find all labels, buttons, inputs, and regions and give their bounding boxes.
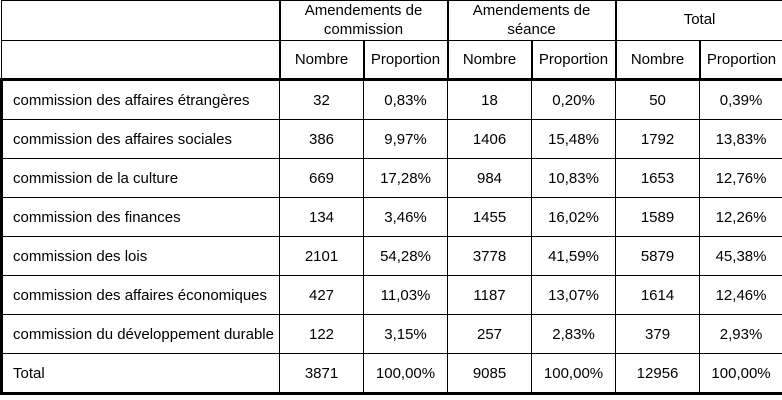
total-cell-value: 9085 xyxy=(447,353,533,395)
table-row: commission des lois 2101 54,28% 3778 41,… xyxy=(0,236,782,276)
cell-value: 13,83% xyxy=(699,119,782,159)
table-row: commission des affaires économiques 427 … xyxy=(0,275,782,315)
total-row: Total 3871 100,00% 9085 100,00% 12956 10… xyxy=(0,353,782,395)
cell-value: 2,83% xyxy=(531,314,617,354)
cell-value: 1792 xyxy=(615,119,701,159)
cell-value: 2,93% xyxy=(699,314,782,354)
cell-value: 1653 xyxy=(615,158,701,198)
subheader-proportion-total: Proportion xyxy=(698,40,782,81)
cell-value: 9,97% xyxy=(362,119,449,159)
table-row: commission des finances 134 3,46% 1455 1… xyxy=(0,197,782,237)
column-group-commission: Amendements de commission xyxy=(278,0,449,41)
cell-value: 15,48% xyxy=(531,119,617,159)
row-label: commission des affaires étrangères xyxy=(0,79,280,120)
cell-value: 11,03% xyxy=(362,275,449,315)
table-row: commission de la culture 669 17,28% 984 … xyxy=(0,158,782,198)
cell-value: 134 xyxy=(279,197,364,237)
cell-value: 1614 xyxy=(615,275,701,315)
total-cell-value: 12956 xyxy=(615,353,701,395)
total-cell-value: 3871 xyxy=(279,353,364,395)
column-group-total: Total xyxy=(614,0,782,41)
cell-value: 16,02% xyxy=(531,197,617,237)
subheader-proportion-commission: Proportion xyxy=(362,40,449,81)
cell-value: 13,07% xyxy=(531,275,617,315)
cell-value: 12,76% xyxy=(699,158,782,198)
cell-value: 984 xyxy=(447,158,533,198)
cell-value: 32 xyxy=(279,79,364,120)
cell-value: 41,59% xyxy=(531,236,617,276)
cell-value: 0,83% xyxy=(362,79,449,120)
cell-value: 3,15% xyxy=(362,314,449,354)
cell-value: 2101 xyxy=(279,236,364,276)
header-sub-row: Nombre Proportion Nombre Proportion Nomb… xyxy=(1,40,782,81)
subheader-nombre-total: Nombre xyxy=(614,40,701,81)
cell-value: 3778 xyxy=(447,236,533,276)
cell-value: 0,20% xyxy=(531,79,617,120)
total-cell-value: 100,00% xyxy=(362,353,449,395)
row-label: commission des affaires économiques xyxy=(0,275,280,315)
total-cell-value: 100,00% xyxy=(531,353,617,395)
total-row-label: Total xyxy=(0,353,280,395)
cell-value: 1455 xyxy=(447,197,533,237)
column-group-seance: Amendements de séance xyxy=(446,0,617,41)
cell-value: 45,38% xyxy=(699,236,782,276)
cell-value: 669 xyxy=(279,158,364,198)
table-row: commission du développement durable 122 … xyxy=(0,314,782,354)
cell-value: 0,39% xyxy=(699,79,782,120)
row-label: commission des affaires sociales xyxy=(0,119,280,159)
corner-cell xyxy=(1,40,280,81)
cell-value: 12,46% xyxy=(699,275,782,315)
table-row: commission des affaires étrangères 32 0,… xyxy=(0,79,782,120)
cell-value: 5879 xyxy=(615,236,701,276)
subheader-proportion-seance: Proportion xyxy=(530,40,617,81)
row-label: commission des lois xyxy=(0,236,280,276)
cell-value: 1187 xyxy=(447,275,533,315)
header-group-row: Amendements de commission Amendements de… xyxy=(1,0,782,41)
cell-value: 18 xyxy=(447,79,533,120)
cell-value: 379 xyxy=(615,314,701,354)
corner-cell xyxy=(1,0,280,41)
cell-value: 10,83% xyxy=(531,158,617,198)
cell-value: 50 xyxy=(615,79,701,120)
cell-value: 386 xyxy=(279,119,364,159)
cell-value: 257 xyxy=(447,314,533,354)
cell-value: 427 xyxy=(279,275,364,315)
table-row: commission des affaires sociales 386 9,9… xyxy=(0,119,782,159)
cell-value: 3,46% xyxy=(362,197,449,237)
cell-value: 12,26% xyxy=(699,197,782,237)
cell-value: 1589 xyxy=(615,197,701,237)
cell-value: 17,28% xyxy=(362,158,449,198)
cell-value: 54,28% xyxy=(362,236,449,276)
cell-value: 122 xyxy=(279,314,364,354)
subheader-nombre-seance: Nombre xyxy=(446,40,533,81)
cell-value: 1406 xyxy=(447,119,533,159)
subheader-nombre-commission: Nombre xyxy=(278,40,365,81)
row-label: commission du développement durable xyxy=(0,314,280,354)
row-label: commission des finances xyxy=(0,197,280,237)
total-cell-value: 100,00% xyxy=(699,353,782,395)
row-label: commission de la culture xyxy=(0,158,280,198)
